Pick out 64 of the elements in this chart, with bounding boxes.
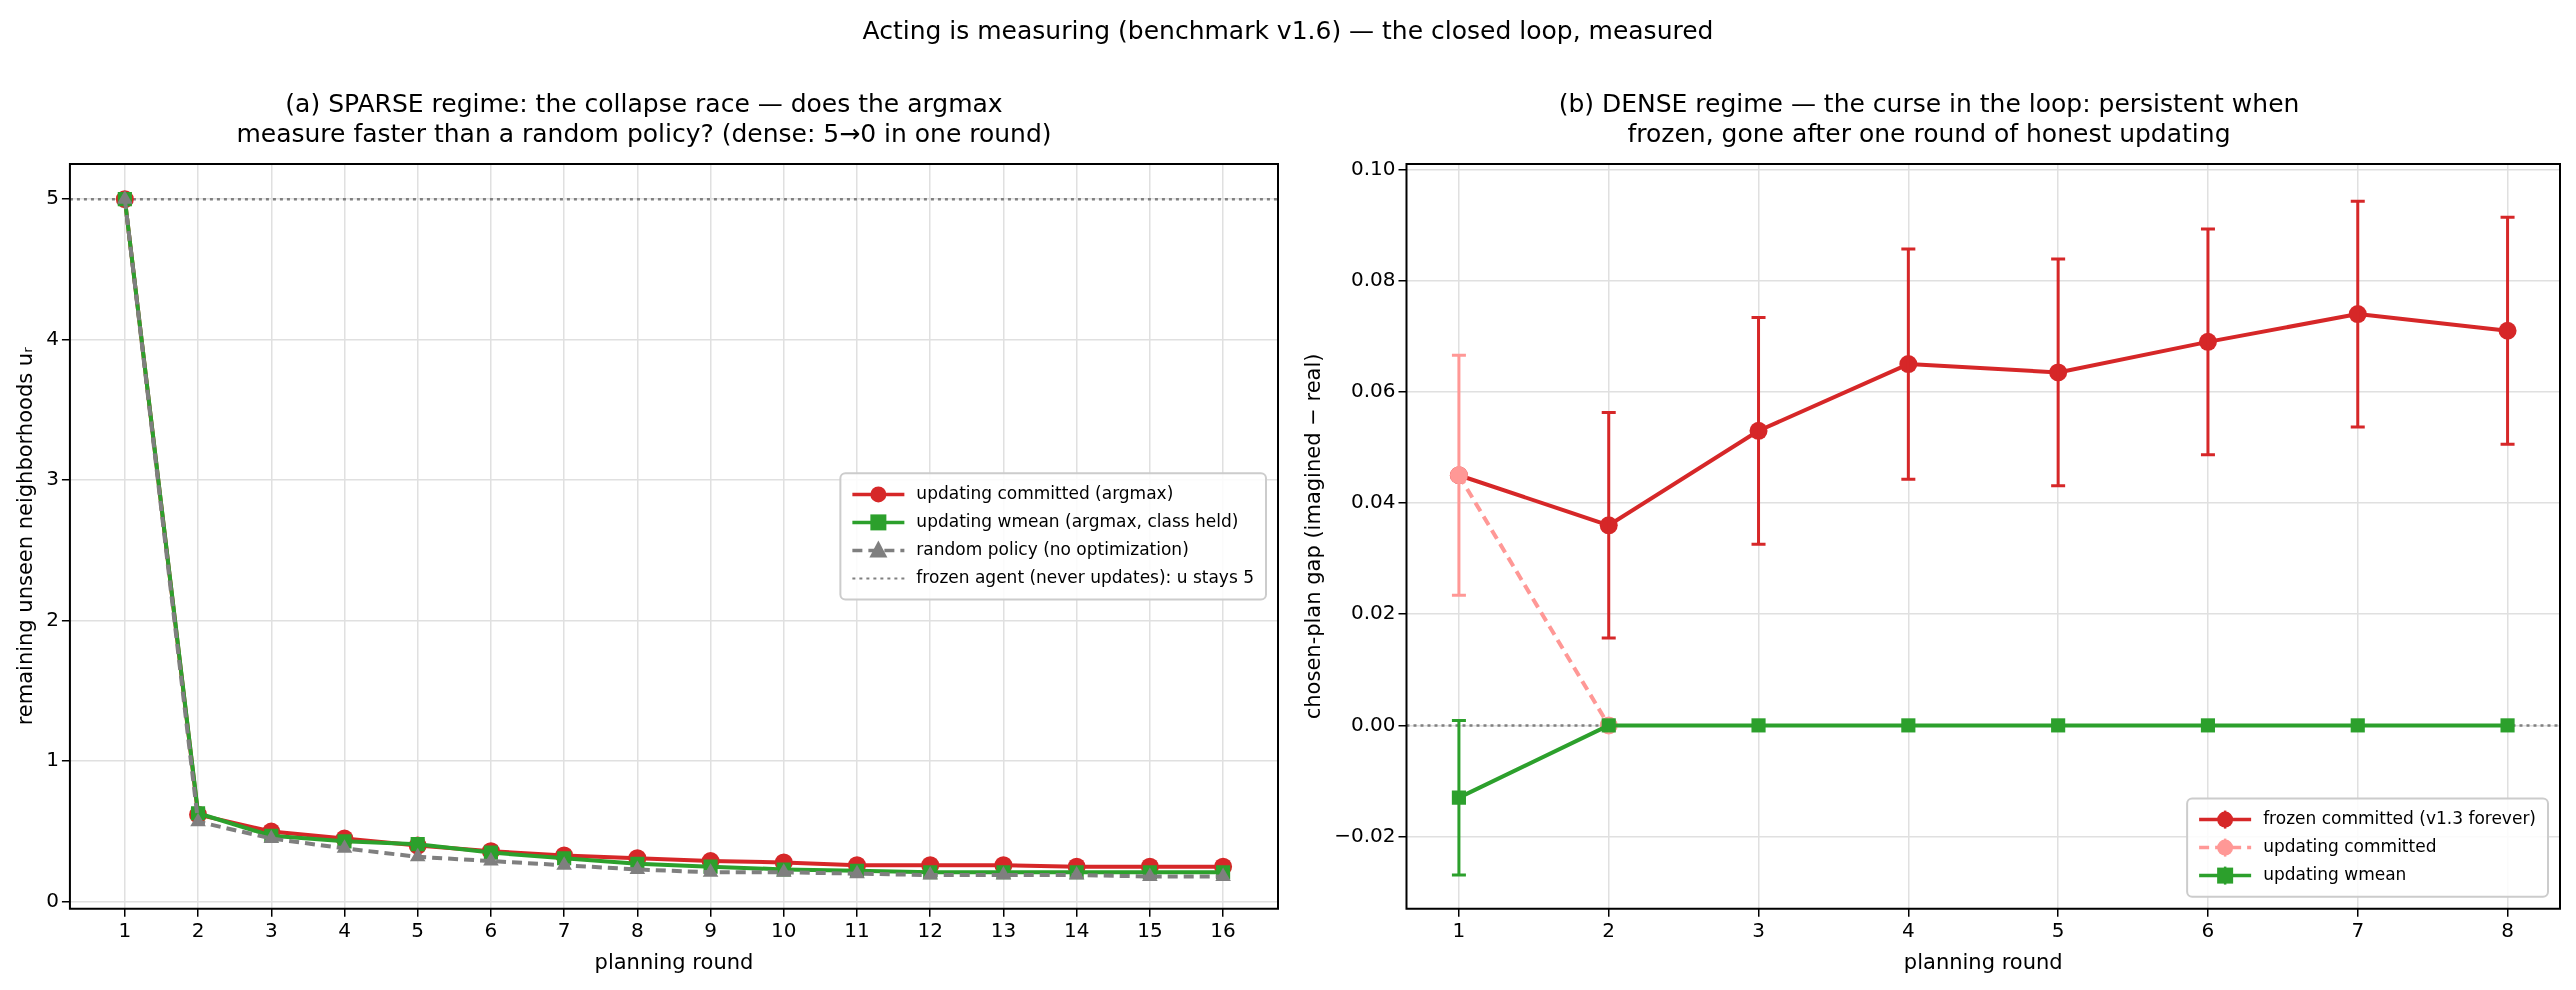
point: [2350, 718, 2365, 733]
legend-label: updating committed: [2263, 836, 2437, 857]
x-tick-label: 1: [1452, 918, 1466, 942]
x-tick-label: 7: [2351, 918, 2365, 942]
y-tick-label: 4: [46, 325, 59, 350]
y-axis-title: remaining unseen neighborhoods uᵣ: [13, 346, 38, 726]
x-tick-label: 6: [484, 918, 498, 942]
chart-title: (a) SPARSE regime: the collapse race — does the argmax measure faster than a random policy? (dense: 5→0 in one round): [236, 88, 1052, 148]
legend-label: updating wmean (argmax, class held): [916, 510, 1239, 531]
x-tick-label: 4: [1901, 918, 1915, 942]
x-tick-label: 16: [1210, 918, 1236, 942]
x-tick-label: 8: [2501, 918, 2514, 942]
y-axis-title: chosen-plan gap (imagined − real): [1301, 353, 1326, 720]
x-tick-label: 15: [1137, 918, 1163, 942]
x-axis-title: planning round: [594, 949, 754, 974]
point: [483, 852, 499, 866]
point: [409, 847, 426, 862]
x-tick-label: 2: [191, 918, 205, 942]
x-tick-label: 7: [557, 918, 571, 942]
legend-label: random policy (no optimization): [916, 538, 1189, 559]
y-tick-label: 0.10: [1350, 155, 1396, 180]
y-tick-label: −0.02: [1334, 822, 1396, 847]
point: [556, 856, 572, 870]
x-tick-label: 5: [411, 918, 425, 942]
point: [190, 812, 206, 827]
x-tick-label: 8: [630, 918, 644, 942]
text: Acting is measuring (benchmark v1.6) — the closed loop, measured: [861, 16, 1715, 45]
x-tick-label: 4: [338, 918, 351, 942]
x-tick-label: 14: [1063, 918, 1090, 942]
y-tick-label: 2: [46, 606, 59, 631]
x-tick-label: 5: [2051, 918, 2065, 942]
legend-label: frozen committed (v1.3 forever): [2263, 808, 2536, 829]
x-tick-label: 11: [844, 918, 870, 942]
y-tick-label: 0.06: [1350, 378, 1396, 403]
x-tick-label: 1: [118, 918, 132, 942]
x-axis-title: planning round: [1903, 949, 2063, 974]
x-tick-label: 3: [1752, 918, 1765, 942]
point: [1901, 718, 1916, 733]
y-tick-label: 0.08: [1350, 266, 1396, 291]
point: [2500, 718, 2515, 733]
y-tick-label: 3: [46, 466, 59, 491]
point: [336, 839, 353, 853]
point: [2200, 718, 2216, 733]
point: [629, 860, 646, 874]
y-tick-label: 5: [46, 185, 59, 210]
legend-label: frozen agent (never updates): u stays 5: [916, 566, 1255, 587]
x-tick-label: 10: [771, 918, 797, 942]
y-tick-label: 0.02: [1350, 600, 1396, 625]
point: [1751, 718, 1766, 733]
point: [2051, 718, 2066, 733]
x-tick-label: 9: [704, 918, 717, 942]
x-tick-label: 2: [1602, 918, 1616, 942]
x-tick-label: 6: [2201, 918, 2215, 942]
x-tick-label: 12: [917, 918, 943, 942]
y-tick-label: 0.04: [1350, 489, 1396, 514]
x-tick-label: 13: [990, 918, 1017, 942]
point: [702, 863, 719, 877]
y-tick-label: 1: [46, 747, 59, 772]
y-tick-label: 0.00: [1350, 711, 1396, 736]
y-tick-label: 0: [46, 887, 59, 912]
legend-label: updating committed (argmax): [916, 482, 1174, 503]
chart-title: (b) DENSE regime — the curse in the loop: persistent when frozen, gone after one round of honest updating: [1558, 88, 2300, 148]
x-tick-label: 3: [264, 918, 278, 942]
legend-label: updating wmean: [2263, 864, 2407, 885]
